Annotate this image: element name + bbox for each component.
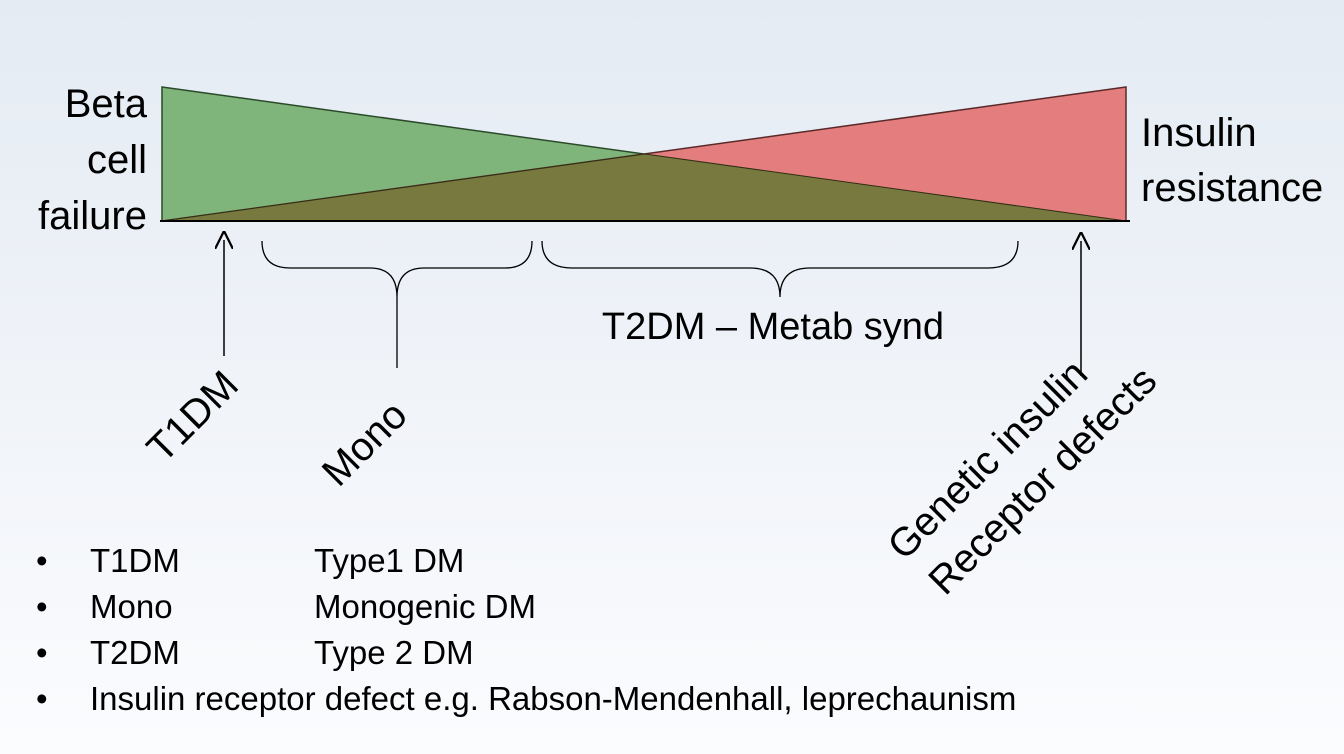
right-label-line-2: resistance: [1141, 166, 1323, 210]
left-label-line-3: failure: [38, 194, 147, 238]
bullet: •: [36, 680, 48, 717]
right-label-line-1: Insulin: [1141, 111, 1257, 155]
legend-abbr: T2DM: [90, 634, 180, 671]
mono-brace: [261, 240, 533, 298]
t1dm-rotated-label: T1DM: [139, 363, 247, 471]
legend-full: Type1 DM: [314, 542, 465, 579]
bullet: •: [36, 634, 48, 671]
bullet: •: [36, 588, 48, 625]
t2dm-brace-label: T2DM – Metab synd: [602, 306, 944, 348]
left-label-line-1: Beta: [65, 82, 148, 126]
legend-full: Type 2 DM: [314, 634, 474, 671]
legend-text: Insulin receptor defect e.g. Rabson-Mend…: [90, 680, 1017, 717]
legend-abbr: Mono: [90, 588, 173, 625]
t2dm-brace: [541, 240, 1019, 298]
legend-abbr: T1DM: [90, 542, 180, 579]
bullet: •: [36, 542, 48, 579]
legend-full: Monogenic DM: [314, 588, 536, 625]
left-label-line-2: cell: [87, 138, 147, 182]
mono-rotated-label: Mono: [314, 393, 416, 495]
